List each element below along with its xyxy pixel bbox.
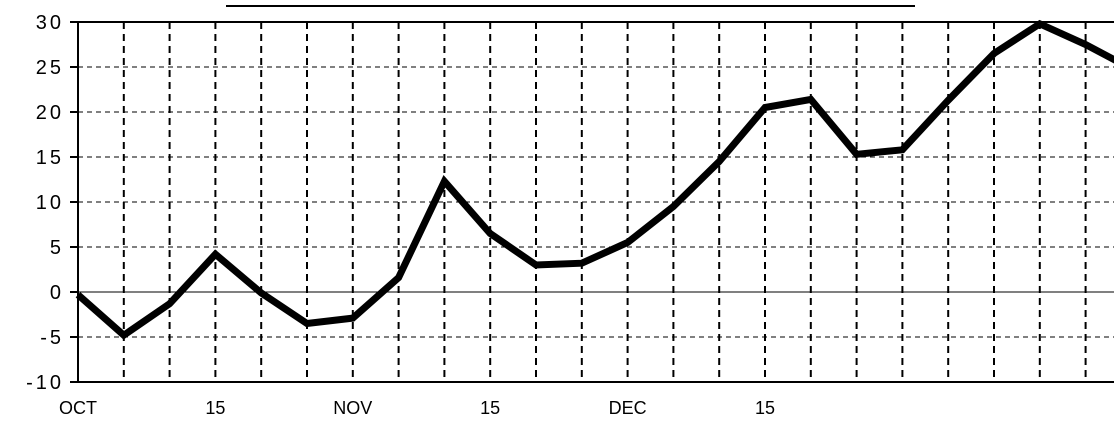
y-axis-tick-labels: -10 -5 0 5 10 15 20 25 30 [26,12,64,394]
x-tick-label: DEC [609,398,647,418]
x-axis-tick-labels: OCT 15 NOV 15 DEC 15 [59,398,775,418]
y-tick-label: 25 [36,57,64,79]
axes [70,21,1114,383]
x-tick-label: NOV [333,398,372,418]
x-tick-label: 15 [205,398,225,418]
y-tick-label: 20 [36,102,64,124]
y-tick-label: -5 [40,327,64,349]
y-tick-label: 15 [36,147,64,169]
series-lines [75,19,1114,340]
y-tick-label: -10 [26,372,64,394]
y-tick-label: 5 [50,237,64,259]
grid-lines [78,21,1114,382]
y-tick-label: 30 [36,12,64,34]
y-tick-label: 0 [50,282,64,304]
x-tick-label: OCT [59,398,97,418]
x-tick-label: 15 [480,398,500,418]
x-tick-label: 15 [755,398,775,418]
y-tick-label: 10 [36,192,64,214]
series-line [75,19,1114,340]
